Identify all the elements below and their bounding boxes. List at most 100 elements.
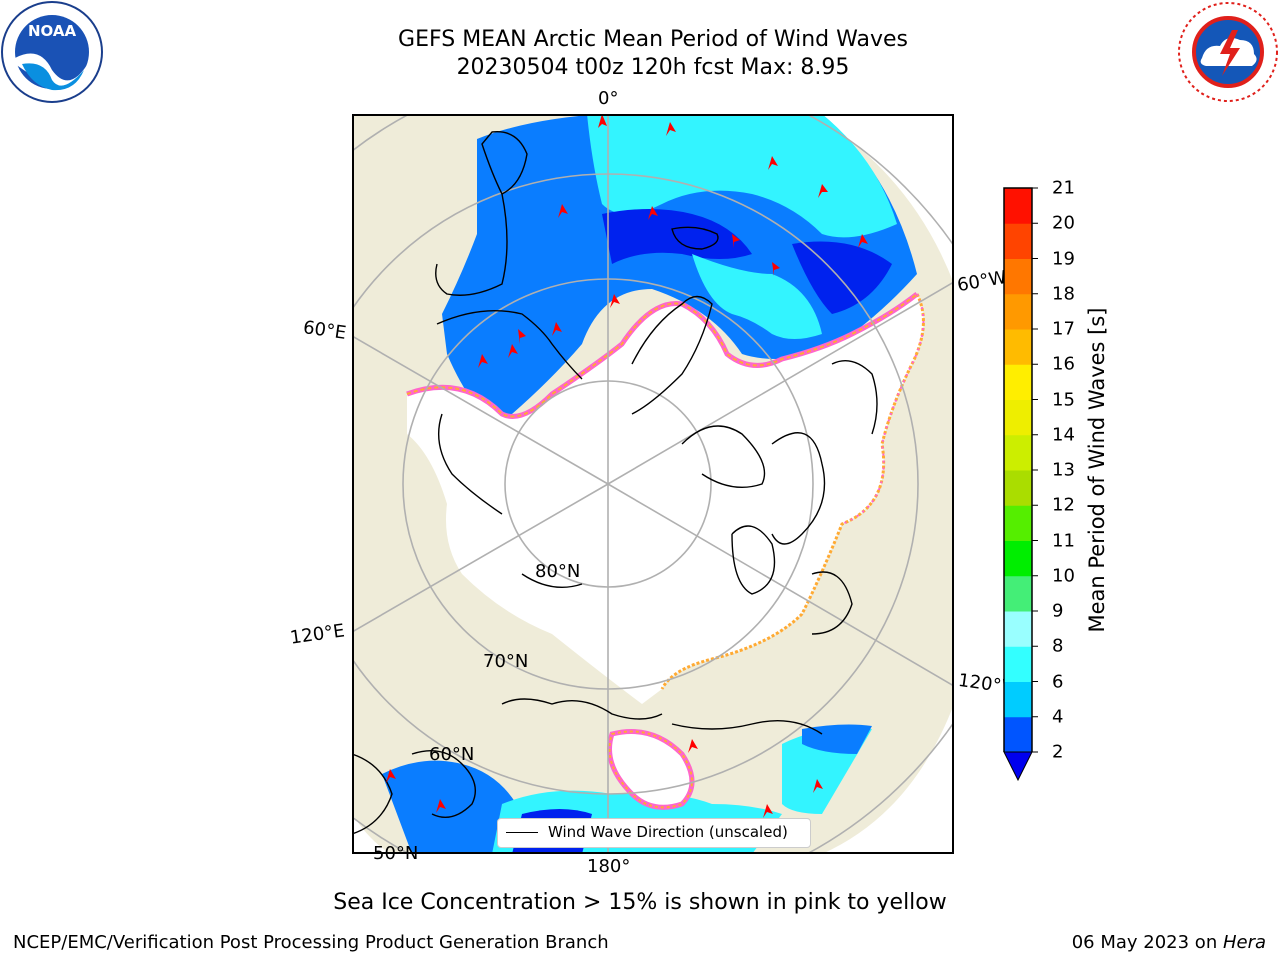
colorbar <box>1003 187 1038 782</box>
wind-arrow <box>768 156 778 170</box>
colorbar-segment <box>1004 188 1032 224</box>
lat-label-50n: 50°N <box>373 843 419 864</box>
colorbar-tick-label: 16 <box>1052 353 1075 375</box>
bering-ice-edge-inner <box>608 730 693 809</box>
nws-logo <box>1178 2 1278 102</box>
colorbar-tick-label: 11 <box>1052 530 1075 551</box>
map-legend: Wind Wave Direction (unscaled) <box>497 818 811 848</box>
colorbar-segment <box>1004 681 1032 718</box>
barents-light <box>692 254 822 339</box>
wind-arrow <box>552 322 562 336</box>
taymyr-coast <box>771 432 826 545</box>
colorbar-tick-label: 20 <box>1052 212 1075 234</box>
wind-arrow <box>688 739 698 753</box>
lon-label-180: 180° <box>587 856 631 877</box>
wind-arrow <box>858 234 868 248</box>
svalbard-coast <box>671 226 719 250</box>
colorbar-tick-label: 4 <box>1052 706 1064 728</box>
chukotka-coast <box>671 719 823 735</box>
lon-label-0: 0° <box>598 88 619 109</box>
colorbar-segment <box>1004 364 1032 400</box>
colorbar-tick-label: 12 <box>1052 494 1075 516</box>
colorbar-segment <box>1004 575 1032 612</box>
map-subtitle: 20230504 t00z 120h fcst Max: 8.95 <box>456 55 850 80</box>
wind-arrow <box>732 234 740 248</box>
colorbar-tick-label: 6 <box>1052 671 1064 692</box>
lat-label-70n: 70°N <box>483 651 529 672</box>
bering-strait-coast <box>411 750 476 818</box>
bering-sea-ice <box>609 731 692 808</box>
norway-coast <box>481 130 528 195</box>
wind-arrow <box>518 329 526 344</box>
footer-date-text: 06 May 2023 on <box>1071 932 1223 953</box>
colorbar-segment <box>1004 646 1032 682</box>
wind-arrow <box>478 354 488 368</box>
colorbar-tick-label: 13 <box>1052 459 1075 481</box>
wind-arrow <box>763 804 773 818</box>
bering-wave-field-west <box>382 760 522 854</box>
wind-arrow <box>818 184 828 198</box>
colorbar-segment <box>1004 716 1032 753</box>
colorbar-segment <box>1004 258 1032 295</box>
legend-label: Wind Wave Direction (unscaled) <box>548 823 788 841</box>
wind-direction-arrows <box>386 114 868 818</box>
meridian-60w <box>607 281 954 485</box>
wind-arrow <box>508 344 518 358</box>
severnaya-zemlya-coast <box>681 425 766 489</box>
sea-ice-pack <box>407 294 924 704</box>
noaa-logo-text: NOAA <box>28 22 77 40</box>
arctic-map-canvas <box>352 114 954 854</box>
alaska-north-coast <box>501 698 663 720</box>
sweden-coast <box>435 193 508 296</box>
greenland-west-coast <box>437 413 503 515</box>
colorbar-tick-label: 15 <box>1052 389 1075 410</box>
colorbar-segment <box>1004 540 1032 577</box>
colorbar-tick-label: 14 <box>1052 424 1075 446</box>
russia-arctic-coast <box>436 310 583 380</box>
wind-arrow <box>648 206 658 220</box>
alaska-west-coast <box>352 753 393 835</box>
colorbar-segment <box>1004 611 1032 647</box>
lat-label-60n: 60°N <box>429 744 475 765</box>
colorbar-tick-label: 8 <box>1052 635 1064 657</box>
colorbar-tick-label: 19 <box>1052 248 1075 269</box>
colorbar-segment <box>1004 470 1032 506</box>
outside-domain-ne <box>812 114 954 284</box>
outside-domain-sw <box>352 814 392 854</box>
wind-arrow <box>558 204 568 218</box>
colorbar-tick-label: 2 <box>1052 741 1064 763</box>
lon-label-60e: 60°E <box>301 317 348 344</box>
atlantic-wave-field-light <box>587 114 897 238</box>
footer-date: 06 May 2023 on Hera <box>1072 932 1266 953</box>
colorbar-extend-triangle <box>1003 751 1033 782</box>
colorbar-segment <box>1004 329 1032 365</box>
wind-arrow <box>598 114 607 128</box>
ellesmere-coast <box>521 573 583 589</box>
meridian-120e <box>352 483 609 633</box>
colorbar-tick-label: 10 <box>1052 565 1075 587</box>
meridian-120w <box>607 483 954 687</box>
wind-arrow <box>610 294 620 308</box>
colorbar-segment <box>1004 434 1032 471</box>
colorbar-tick-label: 17 <box>1052 318 1075 340</box>
wind-arrow <box>772 262 780 276</box>
colorbar-label: Mean Period of Wind Waves [s] <box>1085 307 1109 633</box>
footer-credit: NCEP/EMC/Verification Post Processing Pr… <box>13 932 609 953</box>
wind-arrow <box>666 122 676 136</box>
graticule <box>352 114 954 854</box>
coastlines <box>352 130 878 835</box>
map-frame <box>352 114 954 854</box>
arctic-map <box>352 114 954 854</box>
east-siberia-coast <box>811 571 853 635</box>
lon-label-120e: 120°E <box>288 620 346 649</box>
ice-edge-atlantic-inner <box>406 293 918 418</box>
colorbar-tick-label: 21 <box>1052 177 1075 199</box>
sea-ice-caption: Sea Ice Concentration > 15% is shown in … <box>333 890 947 915</box>
laptev-islands-coast <box>731 525 776 595</box>
wind-arrow <box>813 779 823 793</box>
colorbar-segment <box>1004 293 1032 330</box>
wind-arrow <box>386 769 396 783</box>
footer-host: Hera <box>1222 932 1266 953</box>
colorbar-segment <box>1004 399 1032 436</box>
lena-delta-coast <box>831 360 878 435</box>
